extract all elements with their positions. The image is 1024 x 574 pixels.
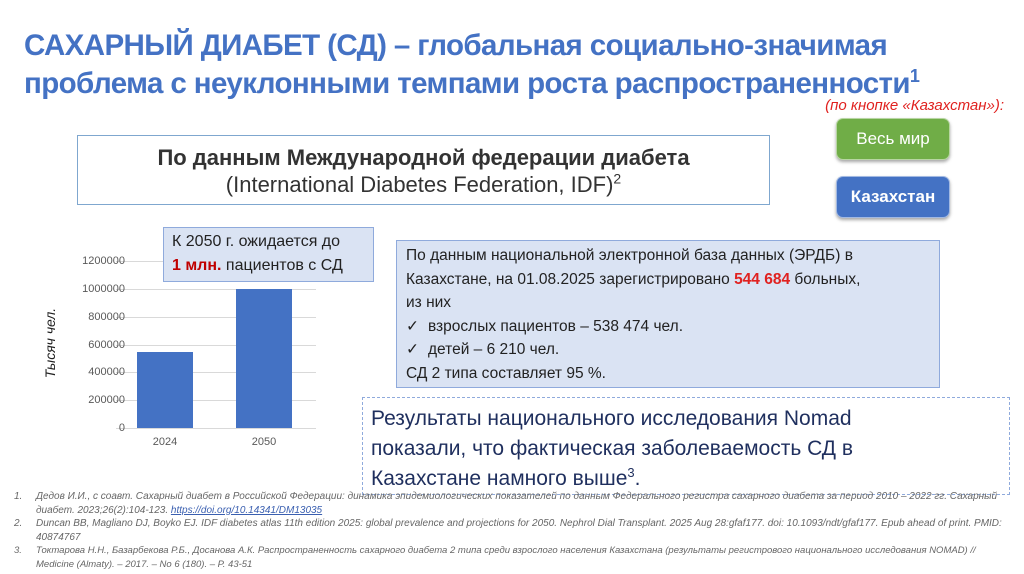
bar-chart: Тысяч чел. 0 200000 400000 600000 800000 1000… (20, 225, 330, 465)
reference-3: 3. Токтарова Н.Н., Базарбекова Р.Б., Дос… (14, 545, 976, 570)
check-icon: ✓ (406, 317, 419, 335)
doi-link[interactable]: https://doi.org/10.14341/DM13035 (170, 504, 323, 516)
forecast-callout: К 2050 г. ожидается до 1 млн. пациентов … (163, 227, 374, 282)
title-line-1: САХАРНЫЙ ДИАБЕТ (СД) – глобальная социал… (24, 29, 888, 62)
world-button[interactable]: Весь мир (836, 118, 950, 160)
bar-2024 (137, 352, 193, 428)
gridline (116, 372, 316, 374)
gridline (116, 344, 316, 346)
idf-source-box: По данным Международной федерации диабет… (77, 135, 770, 205)
title-line-2: проблема с неуклонными темпами роста рас… (24, 66, 920, 100)
y-axis-label: Тысяч чел. (42, 307, 58, 379)
button-hint-note: (по кнопке «Казахстан»): (825, 97, 1004, 114)
nomad-study-box: Результаты национального исследования No… (362, 397, 1010, 495)
x-tick-label: 2024 (152, 436, 178, 448)
forecast-highlight: 1 млн. (172, 257, 222, 274)
list-item: ✓ взрослых пациентов – 538 474 чел. (406, 315, 930, 339)
registered-count: 544 684 (734, 270, 791, 288)
erdb-info-box: По данным национальной электронной база … (396, 240, 940, 388)
kazakhstan-button[interactable]: Казахстан (836, 176, 950, 218)
y-tick-label: 600000 (88, 338, 125, 351)
y-tick-label: 800000 (88, 310, 125, 323)
y-tick-label: 200000 (88, 394, 125, 407)
gridline (116, 428, 316, 429)
references: 1. Дедов И.И., с соавт. Сахарный диабет … (14, 490, 1014, 571)
y-tick-label: 400000 (88, 366, 125, 379)
y-tick-label: 1200000 (82, 255, 125, 267)
title-footnote-ref: 1 (909, 66, 920, 87)
reference-2: 2. Duncan BB, Magliano DJ, Boyko EJ. IDF… (14, 518, 1002, 543)
reference-1: 1. Дедов И.И., с соавт. Сахарный диабет … (14, 491, 998, 516)
gridline (116, 316, 316, 318)
y-tick-label: 1000000 (82, 282, 125, 295)
list-item: ✓ детей – 6 210 чел. (406, 338, 930, 362)
gridline (116, 288, 316, 290)
x-tick-label: 2050 (251, 436, 277, 448)
slide-title: САХАРНЫЙ ДИАБЕТ (СД) – глобальная социал… (24, 27, 1014, 103)
y-tick-label: 0 (118, 422, 125, 434)
bar-2050 (236, 288, 292, 428)
gridline (116, 400, 316, 402)
check-icon: ✓ (406, 341, 419, 358)
idf-heading: По данным Международной федерации диабет… (157, 145, 690, 170)
idf-subheading: (International Diabetes Federation, IDF)… (225, 170, 622, 197)
